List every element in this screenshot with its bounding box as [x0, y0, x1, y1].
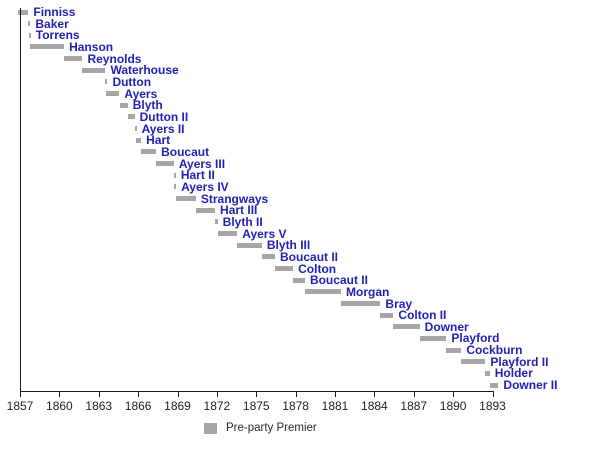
x-tick-label: 1890: [439, 398, 467, 413]
premier-label: Hart III: [220, 203, 258, 218]
x-tick: [374, 391, 376, 397]
term-bar: [105, 91, 120, 97]
premier-label: Ayers: [124, 86, 158, 101]
term-bar: [127, 114, 135, 120]
x-tick-label: 1860: [46, 398, 73, 413]
term-bar: [28, 32, 31, 38]
premier-label: Strangways: [200, 191, 269, 206]
premier-label: Reynolds: [87, 51, 142, 66]
term-bar: [217, 231, 238, 237]
term-bar: [173, 172, 176, 178]
x-tick: [492, 391, 494, 397]
premier-label: Ayers II: [141, 121, 185, 136]
term-bar: [261, 254, 276, 260]
legend: Pre-party Premier: [204, 421, 317, 435]
x-tick-label: 1893: [479, 398, 506, 413]
x-axis-line: [20, 390, 494, 392]
x-tick-label: 1866: [124, 398, 152, 413]
term-bar: [237, 242, 262, 248]
term-bar: [105, 79, 108, 85]
premier-label: Ayers III: [178, 156, 226, 171]
premier-label: Dutton II: [139, 109, 189, 124]
premier-label: Waterhouse: [110, 63, 179, 78]
term-bar: [82, 67, 106, 73]
term-bar: [174, 184, 177, 190]
term-bar: [419, 335, 447, 341]
premier-label: Holder: [494, 366, 533, 381]
x-tick: [335, 391, 336, 397]
x-tick-label: 1863: [85, 398, 113, 413]
x-tick-label: 1875: [242, 398, 270, 413]
premier-label: Playford: [451, 331, 500, 346]
x-tick-label: 1887: [400, 398, 428, 413]
premier-label: Boucaut II: [309, 273, 368, 288]
x-tick: [138, 391, 140, 397]
term-bar: [446, 347, 462, 353]
term-bar: [135, 137, 142, 143]
x-tick: [59, 391, 61, 397]
term-bar: [461, 359, 486, 365]
term-bar: [175, 196, 196, 202]
term-bar: [304, 289, 342, 295]
x-tick: [98, 391, 100, 397]
premier-label: Torrens: [35, 28, 80, 43]
legend-label: Pre-party Premier: [226, 422, 317, 434]
y-axis-line: [20, 8, 21, 391]
term-bar: [275, 266, 294, 272]
x-tick-label: 1857: [6, 398, 34, 413]
term-bar: [215, 219, 218, 225]
premier-label: Downer II: [503, 378, 558, 393]
x-tick-label: 1881: [321, 398, 349, 413]
term-bar: [134, 126, 137, 132]
premier-label: Blyth III: [266, 238, 311, 253]
premier-label: Colton: [298, 261, 337, 276]
term-bar: [489, 382, 499, 388]
premier-label: Hanson: [69, 39, 114, 54]
term-bar: [119, 102, 128, 108]
premier-label: Hart: [146, 133, 171, 148]
x-tick-label: 1878: [282, 398, 309, 413]
term-bar: [17, 9, 29, 15]
x-tick-label: 1884: [361, 398, 388, 413]
x-tick: [216, 391, 218, 397]
term-bar: [293, 277, 305, 283]
premier-label: Ayers V: [242, 226, 287, 241]
x-tick: [413, 391, 415, 397]
x-tick: [453, 391, 455, 397]
term-bar: [341, 301, 381, 306]
premier-label: Boucaut II: [280, 249, 339, 264]
premier-label: Colton II: [398, 308, 447, 323]
premier-label: Blyth: [132, 98, 163, 113]
premier-label: Downer: [424, 319, 469, 334]
premier-label: Cockburn: [466, 343, 523, 358]
term-bar: [64, 56, 83, 62]
premier-label: Baker: [35, 16, 69, 31]
term-bar: [195, 207, 216, 213]
premier-label: Hart II: [180, 168, 215, 183]
term-bar: [485, 370, 490, 376]
x-tick-label: 1872: [203, 398, 231, 413]
premier-label: Morgan: [346, 284, 390, 299]
premier-label: Boucaut: [161, 144, 210, 159]
term-bar: [29, 44, 65, 50]
term-bar: [380, 312, 394, 318]
x-tick: [20, 391, 21, 397]
term-bar: [28, 21, 31, 27]
x-tick: [295, 391, 297, 397]
x-tick-label: 1869: [164, 398, 191, 413]
premier-label: Dutton: [112, 74, 152, 89]
premier-label: Bray: [385, 296, 413, 311]
premier-label: Blyth II: [222, 214, 263, 229]
legend-swatch-pre-party: [204, 422, 217, 434]
term-bar: [156, 161, 174, 167]
premier-label: Ayers IV: [181, 179, 229, 194]
x-tick: [177, 391, 179, 397]
premier-label: Playford II: [490, 354, 549, 369]
x-tick: [256, 391, 258, 397]
term-bar: [393, 324, 420, 330]
term-bar: [141, 149, 157, 155]
premier-label: Finniss: [33, 5, 76, 19]
